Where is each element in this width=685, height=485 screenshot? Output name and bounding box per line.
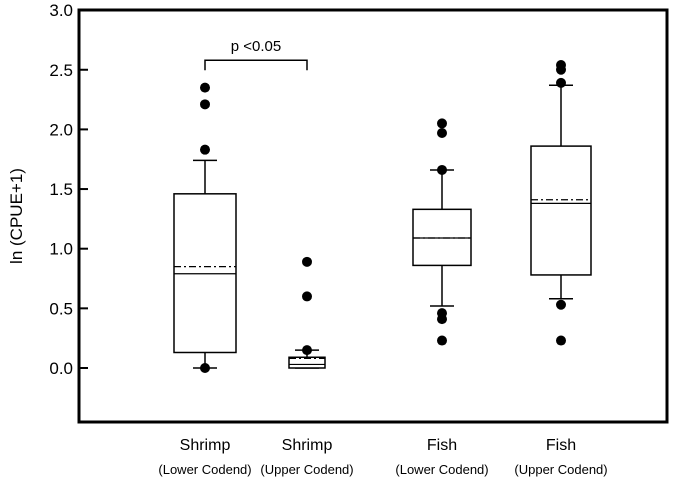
significance-annotation: p <0.05	[204, 38, 308, 71]
x-axis-categories: Shrimp (Lower Codend) Shrimp (Upper Codend)…	[158, 437, 607, 477]
outlier-point	[200, 144, 210, 155]
x-category-sublabel: (Upper Codend)	[260, 462, 353, 477]
y-tick-label: 2.0	[49, 120, 73, 139]
box-group	[288, 256, 326, 369]
outlier-point	[200, 82, 210, 93]
box-group	[173, 82, 237, 373]
boxes-layer	[173, 59, 592, 373]
outlier-point	[437, 335, 447, 346]
outlier-point	[437, 118, 447, 129]
y-axis-title: ln (CPUE+1)	[7, 168, 26, 264]
outlier-point	[437, 127, 447, 138]
outlier-point	[302, 291, 312, 302]
x-category-label: Shrimp	[180, 437, 231, 454]
outlier-point	[556, 299, 566, 310]
box-group	[412, 118, 472, 346]
y-tick-label: 1.0	[49, 240, 73, 259]
plot-frame	[77, 8, 669, 424]
outlier-point	[556, 335, 566, 346]
outlier-point	[200, 99, 210, 110]
x-category-sublabel: (Lower Codend)	[395, 462, 488, 477]
outlier-point	[200, 363, 210, 373]
outlier-point	[437, 164, 447, 175]
outlier-point	[556, 59, 566, 70]
x-category-label: Fish	[546, 437, 576, 454]
outlier-point	[302, 345, 312, 356]
box-iqr	[530, 145, 592, 276]
y-tick-label: 0.0	[49, 359, 73, 378]
y-tick-label: 3.0	[49, 1, 73, 20]
significance-bracket	[204, 59, 308, 71]
x-category-sublabel: (Lower Codend)	[158, 462, 251, 477]
x-category-sublabel: (Upper Codend)	[514, 462, 607, 477]
box-iqr	[288, 356, 326, 369]
y-tick-label: 1.5	[49, 180, 73, 199]
y-tick-label: 0.5	[49, 299, 73, 318]
significance-label: p <0.05	[231, 38, 281, 55]
outlier-point	[302, 256, 312, 267]
outlier-point	[556, 77, 566, 88]
x-category-label: Fish	[427, 437, 457, 454]
x-category-label: Shrimp	[282, 437, 333, 454]
y-axis: 0.0 0.5 1.0 1.5 2.0 2.5 3.0	[49, 1, 88, 378]
outlier-point	[437, 308, 447, 319]
box-group	[530, 59, 592, 346]
y-tick-label: 2.5	[49, 61, 73, 80]
